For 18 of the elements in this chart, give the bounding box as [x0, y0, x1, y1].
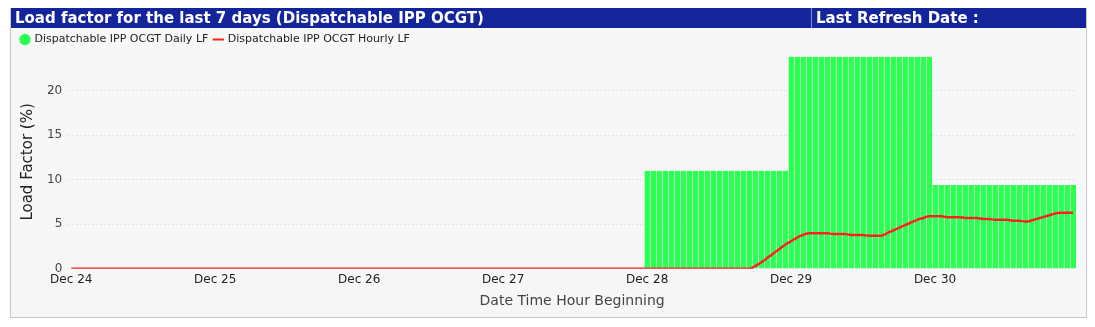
y-tick-label: 5 — [54, 216, 63, 231]
chart-title: Load factor for the last 7 days (Dispatchable IPP OCGT) — [15, 8, 484, 28]
x-tick-label: Dec 26 — [338, 272, 381, 287]
x-axis-title: Date Time Hour Beginning — [479, 292, 665, 309]
x-tick-label: Dec 27 — [482, 272, 525, 287]
legend-label: Dispatchable IPP OCGT Daily LF — [34, 32, 209, 46]
y-axis-title: Load Factor (%) — [17, 103, 36, 221]
text: Last Refresh Date : — [811, 8, 979, 28]
x-tick-label: Dec 25 — [194, 272, 237, 287]
y-tick-label: 10 — [46, 171, 63, 186]
y-tick-label: 0 — [54, 260, 63, 275]
x-tick-label: Dec 29 — [769, 272, 813, 287]
x-tick-label: Dec 24 — [50, 272, 93, 287]
y-tick-label: 20 — [46, 82, 63, 97]
x-tick-label: Dec 28 — [625, 272, 669, 287]
x-tick-label: Dec 30 — [913, 272, 957, 287]
y-tick-label: 15 — [46, 127, 63, 142]
legend-label: Dispatchable IPP OCGT Hourly LF — [227, 32, 410, 46]
